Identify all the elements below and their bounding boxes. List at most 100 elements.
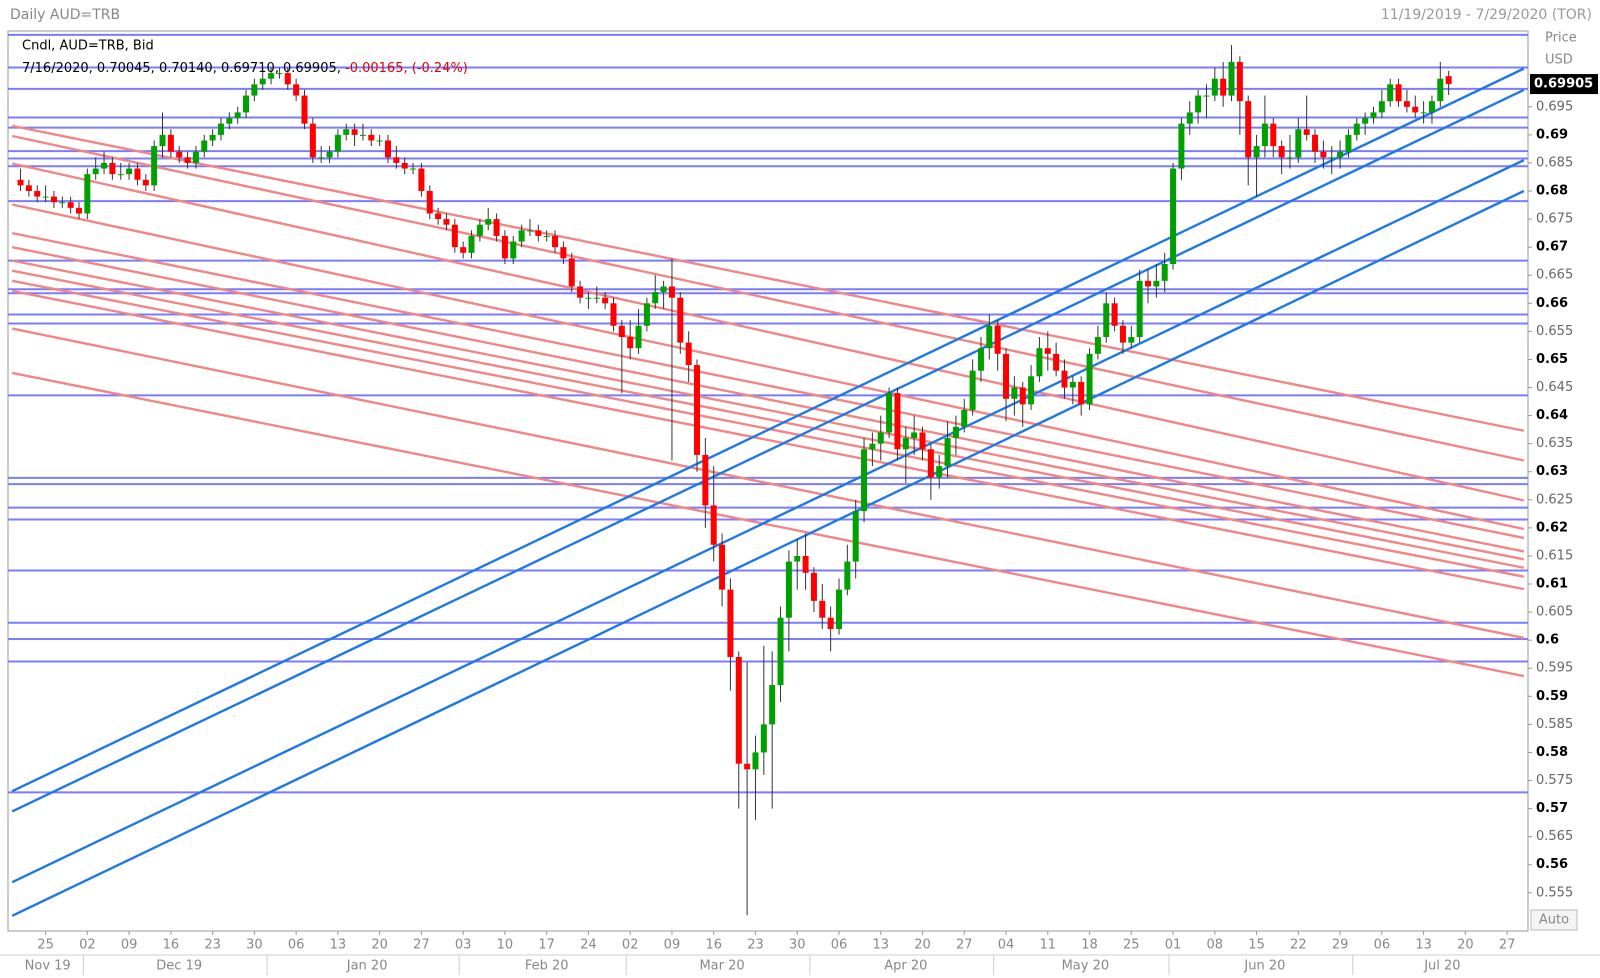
candle-body	[1170, 168, 1177, 265]
candle-body	[34, 191, 41, 197]
x-tick-label: 22	[1290, 938, 1307, 953]
month-label: Jan 20	[346, 959, 388, 974]
x-tick-label: 24	[580, 938, 597, 953]
candle-body	[627, 336, 634, 349]
candle-body	[184, 157, 191, 163]
y-tick-label: 0.59	[1536, 689, 1568, 704]
candle-body	[226, 118, 233, 124]
candle-body	[1253, 146, 1260, 158]
candle-body	[844, 561, 851, 590]
resistance-line	[11, 289, 1525, 591]
candle-body	[84, 174, 91, 214]
y-tick-label: 0.68	[1536, 184, 1568, 199]
candle-body	[351, 129, 358, 135]
x-tick-label: 18	[1081, 938, 1098, 953]
candle-body	[25, 185, 32, 192]
candle-body	[977, 348, 984, 371]
axis-unit: USD	[1545, 53, 1573, 68]
x-tick-label: 04	[998, 938, 1015, 953]
candle-body	[919, 432, 926, 450]
x-tick-label: 10	[497, 938, 514, 953]
candle-body	[677, 297, 684, 343]
candle-body	[777, 617, 784, 686]
candle-body	[1145, 280, 1151, 287]
candle-body	[460, 247, 467, 253]
y-tick-label: 0.595	[1536, 661, 1573, 676]
candle-body	[401, 162, 408, 169]
x-tick-label: 06	[1374, 938, 1391, 953]
y-tick-label: 0.61	[1536, 577, 1568, 592]
candle-body	[1395, 84, 1402, 102]
x-tick-label: 20	[371, 938, 388, 953]
candle-body	[1412, 106, 1419, 113]
auto-button-label[interactable]: Auto	[1539, 913, 1569, 928]
resistance-line	[11, 231, 1525, 540]
candle-body	[610, 303, 617, 326]
legend-ohlc: 7/16/2020, 0.70045, 0.70140, 0.69710, 0.…	[22, 61, 345, 76]
x-tick-label: 02	[79, 938, 96, 953]
candle-body	[760, 724, 767, 753]
candle-body	[167, 134, 174, 152]
x-tick-label: 20	[914, 938, 931, 953]
y-tick-label: 0.645	[1536, 380, 1573, 395]
candle-body	[902, 438, 909, 450]
candle-body	[1286, 157, 1293, 159]
candle-body	[334, 134, 341, 152]
candle-body	[744, 763, 751, 770]
candle-body	[501, 235, 508, 259]
x-tick-label: 25	[37, 938, 54, 953]
candle-body	[852, 511, 859, 562]
resistance-line	[11, 203, 1525, 531]
x-tick-label: 09	[121, 938, 138, 953]
support-line	[11, 159, 1525, 884]
last-price-label: 0.69905	[1534, 77, 1593, 92]
y-tick-label: 0.565	[1536, 829, 1573, 844]
candle-body	[894, 393, 901, 450]
y-tick-label: 0.605	[1536, 605, 1573, 620]
candle-body	[1261, 123, 1268, 147]
candle-body	[50, 196, 57, 203]
candle-body	[67, 202, 74, 208]
candle-body	[117, 174, 124, 176]
resistance-line	[11, 134, 1525, 462]
y-tick-label: 0.675	[1536, 212, 1573, 227]
candle-body	[17, 179, 24, 186]
candle-body	[159, 134, 166, 147]
candle-body	[1186, 112, 1193, 124]
candle-body	[1103, 303, 1110, 337]
candle-body	[1086, 353, 1093, 405]
candle-body	[410, 168, 417, 170]
candle-body	[735, 657, 742, 764]
candle-body	[1420, 112, 1427, 114]
candle-body	[1278, 146, 1285, 158]
x-tick-label: 13	[1415, 938, 1432, 953]
y-tick-label: 0.685	[1536, 155, 1573, 170]
legend-values: 7/16/2020, 0.70045, 0.70140, 0.69710, 0.…	[22, 61, 468, 76]
candle-body	[877, 432, 884, 444]
axes: 0.555 0.56 0.565 0.57 0.575 0.58 0.585 0.59 0.59…	[25, 74, 1598, 975]
candle-body	[1069, 381, 1076, 388]
candle-body	[134, 168, 141, 180]
y-tick-label: 0.69	[1536, 127, 1568, 142]
candle-body	[861, 449, 868, 512]
candle-body	[284, 73, 291, 85]
candle-body	[785, 561, 792, 618]
x-tick-label: 06	[831, 938, 848, 953]
candle-body	[201, 140, 208, 152]
y-tick-label: 0.58	[1536, 745, 1568, 760]
candle-body	[643, 303, 650, 326]
candle-body	[393, 157, 400, 163]
candle-body	[936, 466, 943, 478]
x-tick-label: 23	[204, 938, 221, 953]
plot-frame	[7, 30, 1529, 932]
candle-body	[1019, 387, 1026, 405]
x-tick-label: 30	[789, 938, 806, 953]
candle-body	[702, 454, 709, 506]
candle-body	[1011, 387, 1018, 399]
auto-button[interactable]	[1530, 909, 1578, 931]
y-tick-label: 0.695	[1536, 99, 1573, 114]
candle-body	[1044, 348, 1051, 354]
y-tick-label: 0.62	[1536, 520, 1568, 535]
support-line	[11, 88, 1525, 813]
x-tick-label: 16	[705, 938, 722, 953]
